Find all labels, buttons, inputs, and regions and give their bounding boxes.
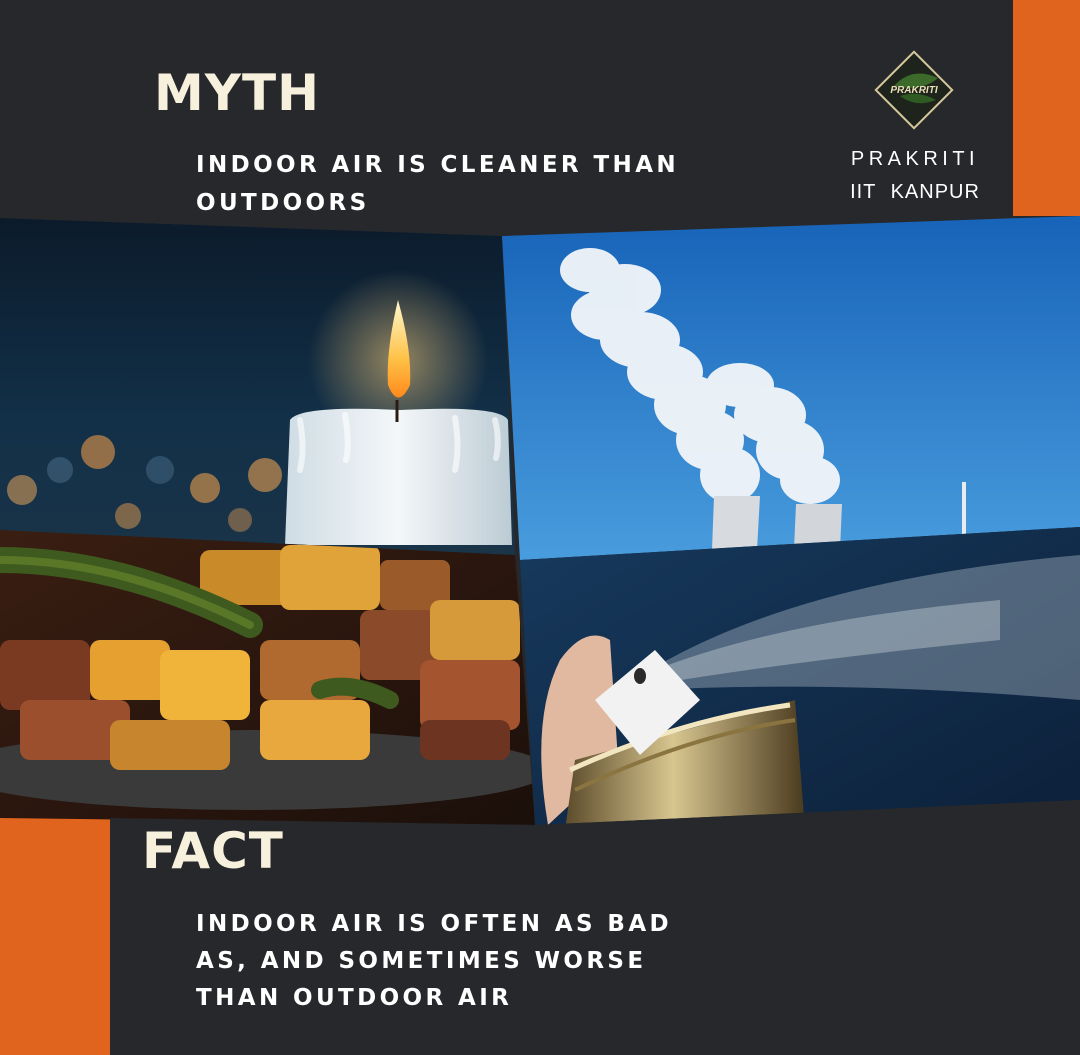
logo-text: PRAKRITI <box>890 85 937 96</box>
cooked-food-photo <box>0 530 535 825</box>
myth-title: MYTH <box>154 64 320 122</box>
orange-accent-bottom <box>0 818 110 1055</box>
fact-statement: INDOOR AIR IS OFTEN AS BAD AS, AND SOMET… <box>196 906 756 1017</box>
fact-title: FACT <box>142 822 284 880</box>
myth-statement: INDOOR AIR IS CLEANER THAN OUTDOORS <box>196 152 680 216</box>
prakriti-logo: PRAKRITI <box>874 50 954 130</box>
brand-name: PRAKRITI <box>850 148 980 170</box>
brand-institute: IIT KANPUR <box>850 181 980 203</box>
aerosol-spray-photo <box>520 527 1080 825</box>
fact-line: INDOOR AIR IS OFTEN AS BAD <box>196 911 673 937</box>
fact-line: THAN OUTDOOR AIR <box>196 985 513 1011</box>
fact-line: AS, AND SOMETIMES WORSE <box>196 948 647 974</box>
orange-accent-top <box>1013 0 1080 216</box>
cooling-towers-photo <box>502 216 1080 560</box>
candle-photo <box>0 218 515 555</box>
